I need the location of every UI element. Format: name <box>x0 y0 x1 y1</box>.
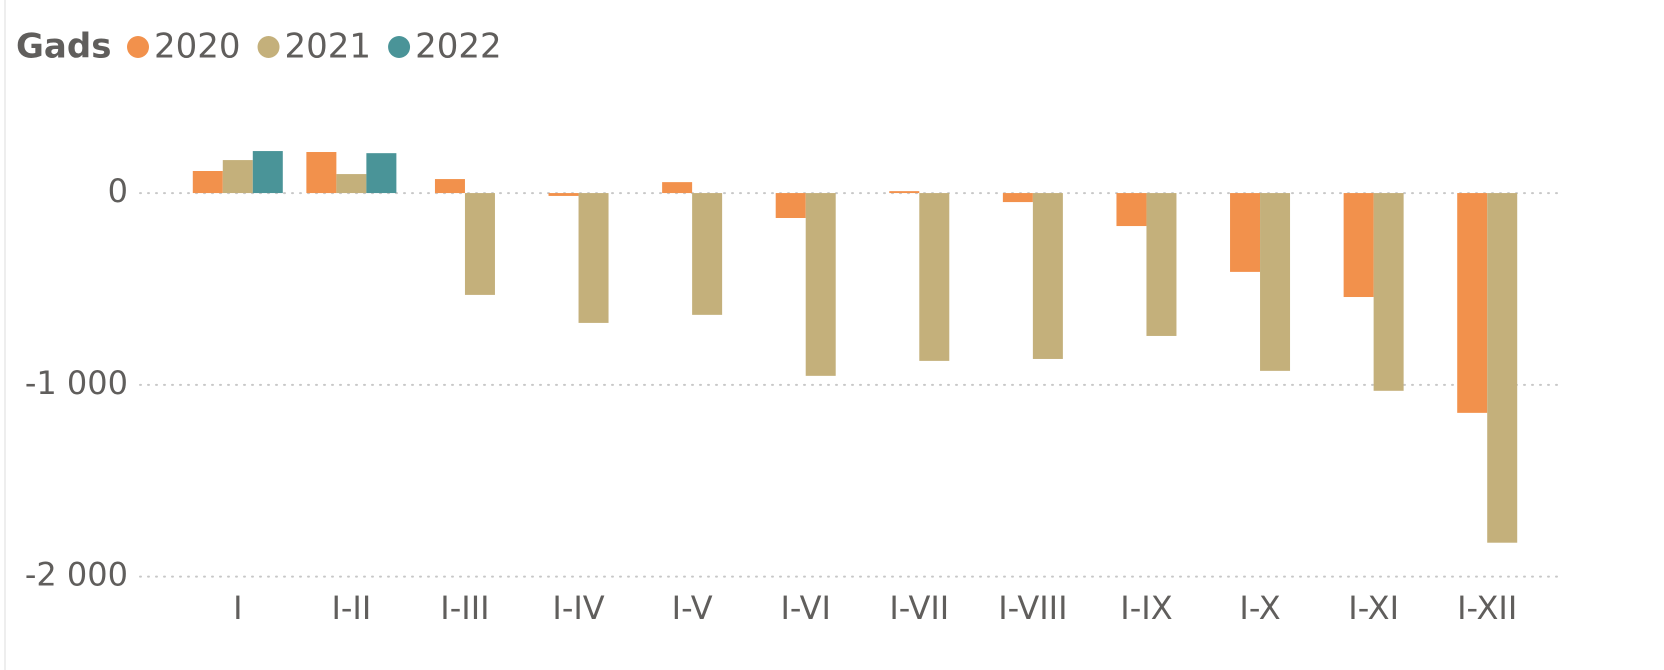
bar <box>578 193 609 323</box>
x-tick-label: I-IX <box>1120 589 1172 627</box>
bar <box>548 193 579 196</box>
legend-swatch <box>257 36 280 58</box>
bar <box>775 193 806 218</box>
legend-swatch <box>388 36 411 58</box>
legend-title: Gads <box>16 27 111 67</box>
x-tick-label: I-II <box>331 589 371 627</box>
bar <box>1487 193 1518 543</box>
y-tick-label: -2 000 <box>25 556 128 594</box>
y-tick-label: -1 000 <box>25 364 128 402</box>
bar <box>464 193 495 295</box>
x-tick-label: I-IV <box>552 589 604 627</box>
y-tick-label: 0 <box>108 172 128 210</box>
bar <box>1343 193 1374 298</box>
bar <box>434 179 465 194</box>
bar <box>222 160 253 194</box>
bar <box>1032 193 1063 359</box>
bar <box>252 151 283 194</box>
bar <box>889 191 920 194</box>
x-tick-label: I-V <box>672 589 713 627</box>
legend-swatch <box>127 36 149 58</box>
x-tick-label: I-VII <box>889 589 949 627</box>
x-tick-label: I-XII <box>1457 589 1517 627</box>
bar <box>662 182 693 194</box>
bar <box>192 171 223 194</box>
bar <box>1230 193 1261 272</box>
bar <box>366 153 397 194</box>
bar <box>1146 193 1177 336</box>
x-tick-label: I-VIII <box>998 589 1067 627</box>
bar <box>1457 193 1488 413</box>
bar <box>1116 193 1147 227</box>
x-tick-label: I-XI <box>1348 589 1399 627</box>
bar <box>1260 193 1291 371</box>
bar <box>1002 193 1033 203</box>
legend-label: 2022 <box>415 27 502 67</box>
x-tick-label: I <box>233 589 242 627</box>
legend-label: 2020 <box>154 27 241 67</box>
x-tick-label: I-X <box>1239 589 1280 627</box>
bar <box>919 193 950 361</box>
bar <box>336 174 367 194</box>
x-tick-label: I-III <box>440 589 489 627</box>
bar <box>805 193 836 376</box>
bar <box>1373 193 1404 391</box>
bar <box>692 193 723 315</box>
x-tick-label: I-VI <box>780 589 830 627</box>
bar <box>306 152 337 194</box>
legend-label: 2021 <box>285 27 372 67</box>
